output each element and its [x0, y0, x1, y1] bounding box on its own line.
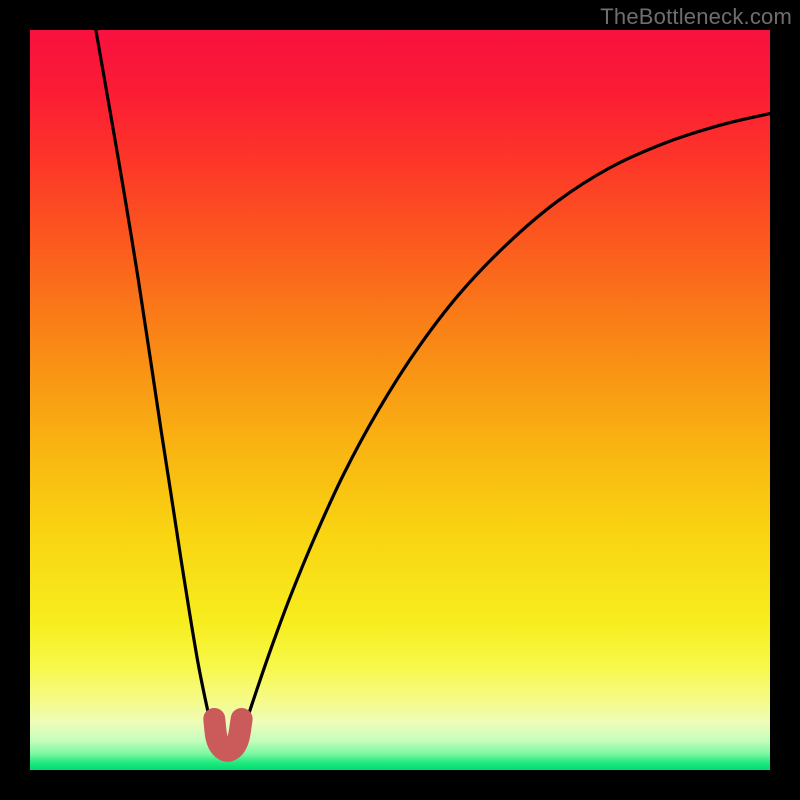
- heat-gradient-area: [30, 30, 770, 770]
- watermark-text: TheBottleneck.com: [600, 4, 792, 30]
- chart-container: TheBottleneck.com: [0, 0, 800, 800]
- bottleneck-chart: [0, 0, 800, 800]
